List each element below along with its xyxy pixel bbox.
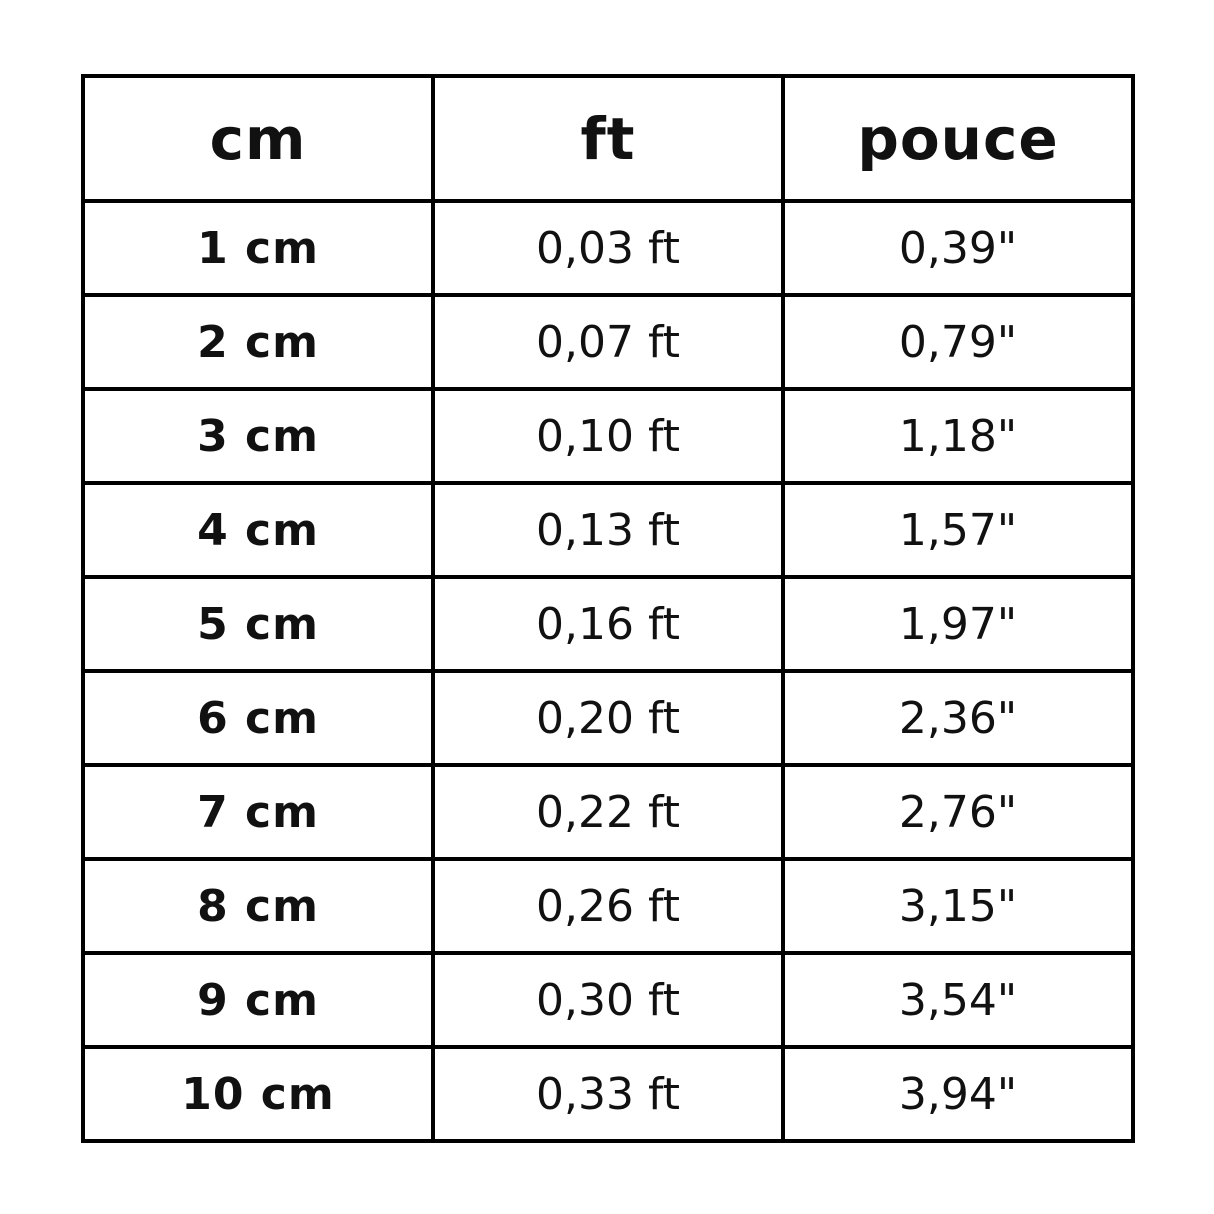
table-row: 2 cm 0,07 ft 0,79"	[81, 293, 1135, 391]
cell-pouce: 1,18"	[781, 387, 1135, 485]
cell-ft: 0,07 ft	[431, 293, 785, 391]
cell-pouce: 0,39"	[781, 199, 1135, 297]
cell-pouce: 3,94"	[781, 1045, 1135, 1143]
cell-ft: 0,33 ft	[431, 1045, 785, 1143]
cell-cm: 2 cm	[81, 293, 435, 391]
header-ft: ft	[431, 74, 785, 203]
table-row: 1 cm 0,03 ft 0,39"	[81, 199, 1135, 297]
cell-ft: 0,22 ft	[431, 763, 785, 861]
cell-ft: 0,30 ft	[431, 951, 785, 1049]
table-row: 8 cm 0,26 ft 3,15"	[81, 857, 1135, 955]
table-row: 9 cm 0,30 ft 3,54"	[81, 951, 1135, 1049]
header-row: cm ft pouce	[81, 74, 1135, 203]
table-header: cm ft pouce	[81, 74, 1135, 203]
cell-cm: 10 cm	[81, 1045, 435, 1143]
cell-cm: 7 cm	[81, 763, 435, 861]
cell-cm: 3 cm	[81, 387, 435, 485]
table-row: 6 cm 0,20 ft 2,36"	[81, 669, 1135, 767]
cell-pouce: 1,57"	[781, 481, 1135, 579]
cell-pouce: 3,15"	[781, 857, 1135, 955]
cell-cm: 5 cm	[81, 575, 435, 673]
table-row: 5 cm 0,16 ft 1,97"	[81, 575, 1135, 673]
cell-ft: 0,03 ft	[431, 199, 785, 297]
cell-ft: 0,20 ft	[431, 669, 785, 767]
cell-pouce: 3,54"	[781, 951, 1135, 1049]
cell-pouce: 1,97"	[781, 575, 1135, 673]
table-row: 4 cm 0,13 ft 1,57"	[81, 481, 1135, 579]
conversion-table: cm ft pouce 1 cm 0,03 ft 0,39" 2 cm 0,07…	[81, 74, 1135, 1143]
cell-pouce: 2,76"	[781, 763, 1135, 861]
header-pouce: pouce	[781, 74, 1135, 203]
cell-cm: 1 cm	[81, 199, 435, 297]
cell-cm: 4 cm	[81, 481, 435, 579]
cell-cm: 9 cm	[81, 951, 435, 1049]
cell-ft: 0,16 ft	[431, 575, 785, 673]
cell-pouce: 0,79"	[781, 293, 1135, 391]
cell-pouce: 2,36"	[781, 669, 1135, 767]
header-cm: cm	[81, 74, 435, 203]
table-body: 1 cm 0,03 ft 0,39" 2 cm 0,07 ft 0,79" 3 …	[81, 199, 1135, 1143]
cell-cm: 8 cm	[81, 857, 435, 955]
table-row: 10 cm 0,33 ft 3,94"	[81, 1045, 1135, 1143]
cell-cm: 6 cm	[81, 669, 435, 767]
cell-ft: 0,13 ft	[431, 481, 785, 579]
cell-ft: 0,10 ft	[431, 387, 785, 485]
table-row: 7 cm 0,22 ft 2,76"	[81, 763, 1135, 861]
cell-ft: 0,26 ft	[431, 857, 785, 955]
table-row: 3 cm 0,10 ft 1,18"	[81, 387, 1135, 485]
